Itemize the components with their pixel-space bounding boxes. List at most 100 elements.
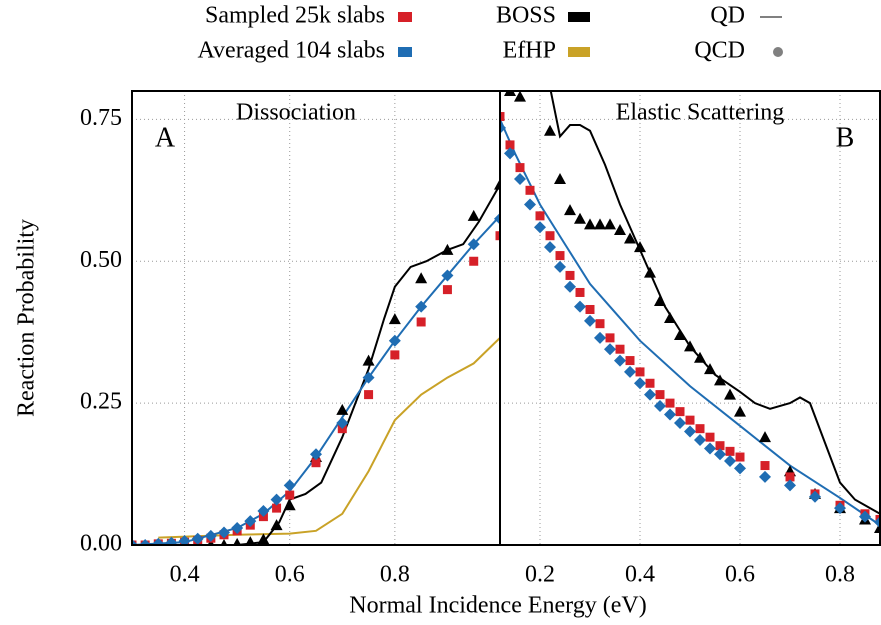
square-marker bbox=[705, 432, 715, 442]
triangle-marker bbox=[467, 209, 480, 221]
square-marker bbox=[505, 140, 515, 150]
triangle-marker bbox=[594, 218, 606, 230]
triangle-marker bbox=[388, 313, 401, 325]
square-marker bbox=[442, 285, 452, 295]
diamond-marker bbox=[132, 539, 138, 545]
diamond-marker bbox=[859, 510, 871, 523]
diamond-marker bbox=[204, 529, 217, 542]
series-line bbox=[549, 91, 880, 515]
square-marker bbox=[535, 211, 545, 221]
diamond-marker bbox=[594, 331, 606, 344]
diamond-marker bbox=[244, 515, 257, 528]
panel-label: A bbox=[155, 122, 176, 153]
x-tick-label: 0.6 bbox=[275, 562, 305, 588]
legend-label: Sampled 25k slabs bbox=[205, 3, 385, 29]
diamond-marker bbox=[270, 493, 283, 506]
square-marker bbox=[735, 452, 745, 462]
diamond-marker bbox=[165, 536, 178, 545]
diamond-marker bbox=[544, 241, 556, 254]
triangle-marker bbox=[584, 218, 596, 230]
x-axis-label: Normal Incidence Energy (eV) bbox=[349, 593, 646, 619]
square-marker bbox=[635, 367, 645, 377]
triangle-marker bbox=[614, 224, 626, 236]
triangle-marker bbox=[624, 232, 636, 244]
square-marker bbox=[272, 503, 282, 513]
y-tick-label: 0.25 bbox=[80, 389, 122, 415]
y-tick-label: 0.00 bbox=[80, 531, 122, 557]
series-line bbox=[132, 184, 500, 545]
panel-title: Dissociation bbox=[236, 100, 356, 126]
diamond-marker bbox=[664, 408, 676, 421]
diamond-marker bbox=[694, 434, 706, 447]
diamond-marker bbox=[388, 334, 401, 347]
panel-label: B bbox=[836, 122, 855, 153]
triangle-marker bbox=[233, 537, 242, 545]
square-marker bbox=[364, 390, 374, 400]
triangle-marker bbox=[724, 388, 736, 400]
x-tick-label: 0.8 bbox=[825, 562, 855, 588]
square-marker bbox=[555, 251, 565, 261]
triangle-marker bbox=[564, 204, 576, 216]
diamond-marker bbox=[283, 479, 296, 492]
diamond-marker bbox=[152, 537, 165, 545]
diamond-marker bbox=[674, 416, 686, 429]
triangle-marker bbox=[514, 91, 526, 102]
panel-frame bbox=[499, 90, 881, 546]
square-marker bbox=[605, 333, 615, 343]
diamond-marker bbox=[218, 526, 230, 539]
legend-swatch bbox=[398, 47, 412, 57]
diamond-marker bbox=[139, 539, 152, 545]
triangle-marker bbox=[554, 172, 566, 184]
diamond-marker bbox=[874, 516, 880, 529]
diamond-marker bbox=[534, 221, 546, 234]
square-marker bbox=[565, 270, 575, 280]
square-marker bbox=[500, 112, 505, 122]
square-marker bbox=[675, 407, 685, 417]
square-marker bbox=[285, 490, 295, 500]
square-marker bbox=[595, 319, 605, 329]
triangle-marker bbox=[504, 91, 516, 96]
triangle-marker bbox=[574, 212, 586, 224]
diamond-marker bbox=[441, 269, 454, 282]
square-marker bbox=[390, 350, 400, 360]
triangle-marker bbox=[684, 340, 696, 352]
triangle-marker bbox=[634, 241, 646, 253]
series-line bbox=[500, 118, 880, 526]
diamond-marker bbox=[178, 535, 191, 545]
x-tick-label: 0.8 bbox=[380, 562, 410, 588]
triangle-marker bbox=[415, 272, 428, 284]
panel-title: Elastic Scattering bbox=[616, 100, 785, 126]
y-tick-label: 0.75 bbox=[80, 105, 122, 131]
triangle-marker bbox=[220, 539, 228, 545]
square-marker bbox=[715, 441, 725, 451]
square-marker bbox=[545, 231, 555, 241]
triangle-marker bbox=[441, 243, 454, 255]
diamond-marker bbox=[524, 198, 536, 211]
square-marker bbox=[615, 344, 625, 354]
diamond-marker bbox=[500, 121, 506, 134]
triangle-marker bbox=[759, 431, 771, 443]
diamond-marker bbox=[809, 490, 821, 503]
diamond-marker bbox=[634, 377, 646, 390]
x-tick-label: 0.4 bbox=[625, 562, 655, 588]
diamond-marker bbox=[834, 502, 846, 515]
triangle-marker bbox=[494, 178, 500, 190]
diamond-marker bbox=[231, 521, 244, 534]
x-tick-label: 0.2 bbox=[525, 562, 555, 588]
triangle-marker bbox=[734, 405, 746, 417]
diamond-marker bbox=[724, 455, 736, 468]
plot-area bbox=[132, 178, 500, 545]
triangle-marker bbox=[544, 124, 556, 136]
square-marker bbox=[685, 415, 695, 425]
series-line bbox=[158, 337, 500, 539]
square-marker bbox=[469, 256, 479, 266]
diamond-marker bbox=[504, 147, 516, 160]
triangle-marker bbox=[654, 294, 666, 306]
diamond-marker bbox=[514, 172, 526, 185]
square-marker bbox=[725, 446, 735, 456]
diamond-marker bbox=[734, 462, 746, 475]
square-marker bbox=[575, 287, 585, 297]
triangle-marker bbox=[604, 218, 616, 230]
diamond-marker bbox=[564, 280, 576, 293]
